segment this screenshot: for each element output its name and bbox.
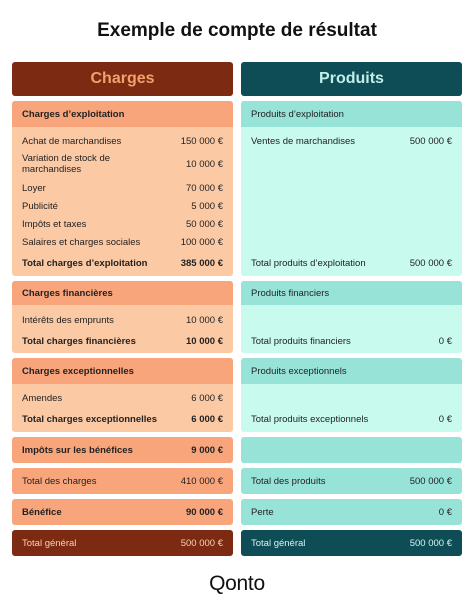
list-item: Salaires et charges sociales 100 000 € xyxy=(22,236,223,248)
qonto-logo: Qonto xyxy=(209,572,265,595)
charges-header: Charges xyxy=(12,62,233,96)
total-row: Total produits financiers 0 € xyxy=(251,335,452,347)
total-row: Total charges d’exploitation 385 000 € xyxy=(22,257,223,269)
total-produits-row: Total des produits 500 000 € xyxy=(241,468,462,494)
produits-exploitation-block: Produits d’exploitation Ventes de marcha… xyxy=(241,101,462,276)
charges-exceptionnelles-title: Charges exceptionnelles xyxy=(22,365,134,377)
charges-exceptionnelles-block: Charges exceptionnelles Amendes 6 000 € … xyxy=(12,358,233,432)
list-item: Intérêts des emprunts 10 000 € xyxy=(22,314,223,326)
perte-row: Perte 0 € xyxy=(241,499,462,525)
charges-financieres-block: Charges financières Intérêts des emprunt… xyxy=(12,281,233,353)
total-row: Total charges financières 10 000 € xyxy=(22,335,223,347)
list-item: Publicité 5 000 € xyxy=(22,200,223,212)
impots-empty-cell xyxy=(241,437,462,463)
list-item: Loyer 70 000 € xyxy=(22,182,223,194)
charges-exploitation-block: Charges d’exploitation Achat de marchand… xyxy=(12,101,233,276)
produits-exceptionnels-title: Produits exceptionnels xyxy=(251,365,347,377)
list-item: Achat de marchandises 150 000 € xyxy=(22,135,223,147)
produits-financiers-block: Produits financiers Total produits finan… xyxy=(241,281,462,353)
produits-header: Produits xyxy=(241,62,462,96)
total-charges-row: Total des charges 410 000 € xyxy=(12,468,233,494)
page-title: Exemple de compte de résultat xyxy=(97,20,377,41)
total-row: Total produits exceptionnels 0 € xyxy=(251,413,452,425)
list-item: Variation de stock de marchandises 10 00… xyxy=(22,153,223,175)
total-general-produits-row: Total général 500 000 € xyxy=(241,530,462,556)
list-item: Impôts et taxes 50 000 € xyxy=(22,218,223,230)
total-general-charges-row: Total général 500 000 € xyxy=(12,530,233,556)
total-row: Total charges exceptionnelles 6 000 € xyxy=(22,413,223,425)
charges-financieres-title: Charges financières xyxy=(22,287,113,299)
list-item: Amendes 6 000 € xyxy=(22,392,223,404)
produits-financiers-title: Produits financiers xyxy=(251,287,330,299)
total-row: Total produits d’exploitation 500 000 € xyxy=(251,257,452,269)
produits-exceptionnels-block: Produits exceptionnels Total produits ex… xyxy=(241,358,462,432)
list-item: Ventes de marchandises 500 000 € xyxy=(251,135,452,147)
produits-exploitation-title: Produits d’exploitation xyxy=(251,108,344,120)
impots-row: Impôts sur les bénéfices 9 000 € xyxy=(12,437,233,463)
benefice-row: Bénéfice 90 000 € xyxy=(12,499,233,525)
charges-exploitation-title: Charges d’exploitation xyxy=(22,108,125,120)
